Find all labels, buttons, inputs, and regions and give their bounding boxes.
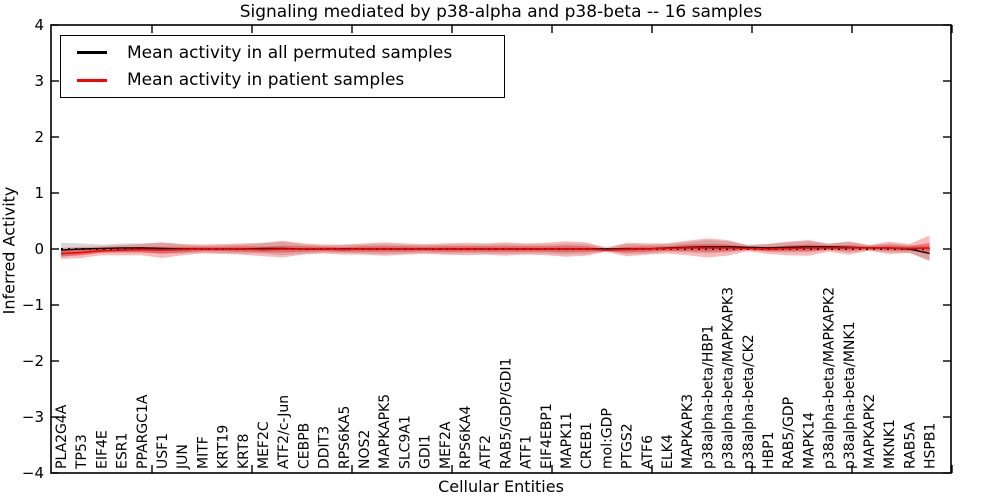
x-tick-label: p38alpha-beta/MAPKAPK3 [721, 287, 737, 469]
x-tick-label: SLC9A1 [397, 415, 413, 469]
x-tick-label: RAB5/GDP [781, 397, 797, 469]
x-tick-label: PTGS2 [620, 423, 636, 469]
x-tick-label: HSPB1 [923, 423, 939, 469]
x-tick-label: MEF2A [438, 421, 454, 469]
legend-item-patient: Mean activity in patient samples [61, 67, 504, 93]
x-tick-label: p38alpha-beta/MNK1 [842, 322, 858, 470]
x-tick-label: p38alpha-beta/HBP1 [700, 325, 716, 469]
x-tick-label: EIF4E [94, 430, 110, 469]
y-tick-label: −4 [22, 464, 44, 482]
y-tick-label: 2 [34, 128, 44, 146]
x-tick-label: ATF2 [478, 435, 494, 469]
x-tick-label: MAPKAPK2 [862, 394, 878, 469]
legend-label-patient: Mean activity in patient samples [127, 70, 405, 91]
legend-item-permuted: Mean activity in all permuted samples [61, 40, 504, 66]
x-tick-label: KRT19 [216, 425, 232, 469]
permuted-line-swatch [77, 51, 107, 55]
x-tick-label: USF1 [155, 433, 171, 469]
x-tick-label: CEBPB [296, 423, 312, 469]
y-tick-label: −1 [22, 296, 44, 314]
x-tick-label: p38alpha-beta/CK2 [741, 334, 757, 469]
x-tick-label: MAPKAPK3 [680, 394, 696, 469]
x-tick-label: RPS6KA5 [337, 406, 353, 469]
patient-line-swatch [77, 78, 107, 82]
y-tick-label: 4 [34, 16, 44, 34]
x-tick-label: MEF2C [256, 421, 272, 469]
y-tick-label: −3 [22, 408, 44, 426]
x-tick-label: NOS2 [357, 430, 373, 469]
x-tick-label: mol:GDP [599, 408, 615, 469]
y-tick-label: 3 [34, 72, 44, 90]
x-tick-label: RAB5A [902, 422, 918, 469]
x-tick-label: MAPKAPK5 [377, 394, 393, 469]
x-tick-label: ELK4 [660, 434, 676, 469]
y-axis-label: Inferred Activity [0, 186, 19, 315]
x-tick-label: RAB5/GDP/GDI1 [498, 358, 514, 469]
x-tick-label: KRT8 [236, 434, 252, 469]
x-tick-label: ESR1 [115, 433, 131, 469]
x-tick-label: MKNK1 [882, 419, 898, 469]
x-tick-label: PLA2G4A [54, 404, 70, 469]
x-tick-label: MITF [195, 436, 211, 469]
legend: Mean activity in all permuted samples Me… [60, 35, 505, 98]
x-tick-label: TP53 [74, 434, 90, 470]
x-tick-label: MAPK11 [559, 412, 575, 469]
x-tick-label: HBP1 [761, 432, 777, 469]
y-tick-label: −2 [22, 352, 44, 370]
x-tick-label: MAPK14 [801, 412, 817, 469]
x-tick-label: GDI1 [418, 434, 434, 469]
x-tick-label: CREB1 [579, 422, 595, 469]
x-tick-label: DDIT3 [317, 426, 333, 469]
x-tick-label: p38alpha-beta/MAPKAPK2 [822, 287, 838, 469]
x-tick-label: ATF6 [640, 435, 656, 469]
x-tick-label: JUN [175, 444, 191, 470]
x-tick-label: ATF1 [519, 435, 535, 469]
x-tick-label: EIF4EBP1 [539, 403, 555, 469]
y-tick-label: 0 [34, 240, 44, 258]
y-tick-label: 1 [34, 184, 44, 202]
chart-title: Signaling mediated by p38-alpha and p38-… [239, 2, 763, 22]
x-tick-label: PPARGC1A [135, 394, 151, 469]
patient-mean-line [60, 247, 930, 255]
permuted-std-band [61, 240, 930, 262]
x-tick-label: ATF2/c-Jun [276, 395, 292, 469]
x-axis-label: Cellular Entities [438, 477, 564, 496]
legend-label-permuted: Mean activity in all permuted samples [127, 42, 453, 63]
patient-std-band [61, 235, 930, 261]
x-tick-label: RPS6KA4 [458, 406, 474, 469]
